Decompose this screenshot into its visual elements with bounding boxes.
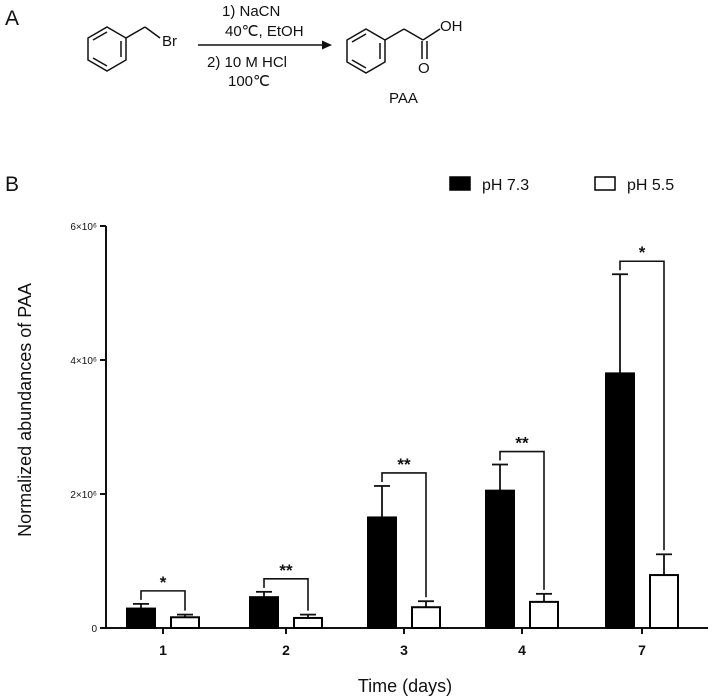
phenylacetic-acid-structure [346,28,441,74]
bar-ph55 [649,574,679,630]
significance-bracket [381,472,427,598]
bar-ph73 [126,607,156,630]
legend-swatch-ph73 [449,176,471,191]
significance-marker: ** [279,561,293,580]
significance-bracket [619,260,665,551]
significance-marker: * [639,243,646,262]
panel-b-label: B [5,173,19,196]
legend-label-ph55: pH 5.5 [627,177,674,194]
carbonyl-oxygen-label: O [418,60,430,77]
bar-chart: 0 2×10⁶ 4×10⁶ 6×10⁶ 1 * 2 ** 3 ** 4 ** 7 * [70,222,708,658]
bar-ph55 [529,600,559,629]
x-tick-label: 1 [159,642,167,658]
significance-bracket [263,578,309,611]
reaction-step2-conditions: 100℃ [228,73,270,90]
legend-label-ph73: pH 7.3 [482,177,529,194]
y-tick-label: 2×10⁶ [70,490,97,501]
significance-marker: ** [515,434,529,453]
bar-ph55 [293,616,323,630]
y-axis-title: Normalized abundances of PAA [15,283,35,537]
bar-ph73 [605,372,635,629]
reaction-step2: 2) 10 M HCl [207,54,287,71]
x-axis-title: Time (days) [358,676,452,696]
panel-a-label: A [5,7,19,30]
hydroxyl-label: OH [440,18,463,35]
bar-ph55 [170,616,200,630]
bar-ph73 [485,489,515,629]
x-tick-label: 4 [518,642,526,658]
reaction-step1: 1) NaCN [222,3,280,20]
reaction-step1-conditions: 40℃, EtOH [225,23,304,40]
reaction-arrow [198,40,332,50]
significance-bracket [140,590,186,611]
y-tick-label: 0 [91,624,97,635]
significance-bracket [499,450,545,590]
significance-marker: ** [397,455,411,474]
y-tick-label: 4×10⁶ [70,356,97,367]
bar-ph73 [249,596,279,629]
legend: pH 7.3 pH 5.5 [449,176,674,194]
bar-ph55 [411,606,441,629]
bromine-label: Br [162,33,177,50]
benzyl-bromide-structure [87,26,161,72]
bar-ph73 [367,516,397,630]
x-tick-label: 2 [282,642,290,658]
y-tick-label: 6×10⁶ [70,222,97,233]
x-tick-label: 7 [638,642,646,658]
legend-swatch-ph55 [594,176,616,191]
product-name: PAA [389,90,418,107]
significance-marker: * [160,573,167,592]
x-tick-label: 3 [400,642,408,658]
